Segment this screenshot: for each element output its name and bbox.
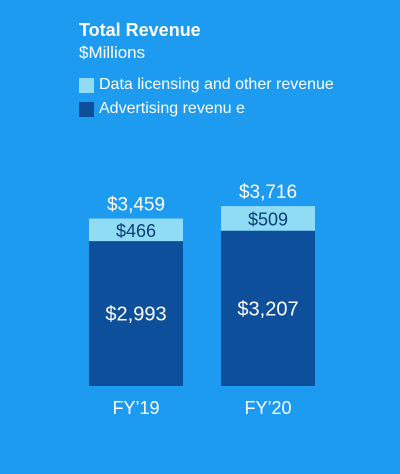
legend-item-data-licensing: Data licensing and other revenue <box>79 73 334 97</box>
bar-advertising-1 <box>221 230 315 386</box>
data-label-advertising-0: $2,993 <box>105 304 166 326</box>
bar-data-licensing-0 <box>89 218 183 242</box>
bar-data-licensing-1 <box>221 206 315 231</box>
legend-swatch-data-licensing <box>79 77 94 93</box>
legend-item-advertising: Advertising revenu e <box>79 97 334 121</box>
legend-label-advertising: Advertising revenu e <box>99 100 245 117</box>
data-label-data-licensing-0: $466 <box>116 221 156 241</box>
chart-legend: Data licensing and other revenue Adverti… <box>79 73 334 121</box>
data-label-advertising-1: $3,207 <box>237 298 298 320</box>
legend-swatch-advertising <box>79 101 94 117</box>
legend-label-data-licensing: Data licensing and other revenue <box>99 76 334 93</box>
x-tick-label-0: FY’19 <box>112 398 159 418</box>
x-tick-label-1: FY’20 <box>244 398 291 418</box>
chart-title: Total Revenue <box>79 20 201 40</box>
bar-advertising-0 <box>89 241 183 386</box>
total-label-0: $3,459 <box>107 195 165 216</box>
chart-subtitle: $Millions <box>79 43 146 62</box>
total-label-1: $3,716 <box>239 182 297 203</box>
data-label-data-licensing-1: $509 <box>248 209 288 229</box>
